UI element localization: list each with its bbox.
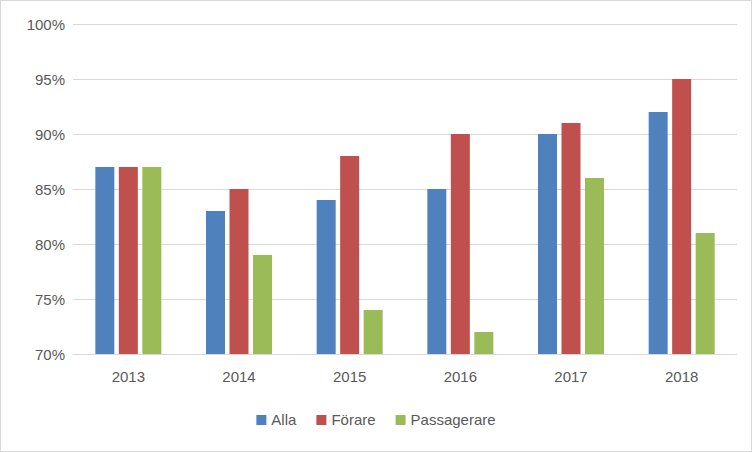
- bar: [696, 233, 715, 354]
- bar: [649, 112, 668, 354]
- grid-line: [73, 299, 737, 300]
- bar: [317, 200, 336, 354]
- bar: [451, 134, 470, 354]
- bars: [95, 79, 714, 354]
- bar: [427, 189, 446, 354]
- bar: [538, 134, 557, 354]
- bar: [364, 310, 383, 354]
- y-tick-label: 100%: [27, 16, 65, 33]
- grid: [73, 25, 737, 355]
- legend-label: Passagerare: [411, 411, 496, 428]
- bar: [230, 189, 249, 354]
- bar: [95, 167, 114, 354]
- bar: [585, 178, 604, 354]
- x-tick-label: 2015: [333, 368, 366, 385]
- y-tick-label: 95%: [35, 71, 65, 88]
- legend-label: Förare: [331, 411, 375, 428]
- legend-swatch: [256, 415, 266, 425]
- bar: [474, 332, 493, 354]
- bar: [672, 79, 691, 354]
- grid-line: [73, 189, 737, 190]
- legend-swatch: [316, 415, 326, 425]
- x-tick-label: 2016: [444, 368, 477, 385]
- y-tick-label: 90%: [35, 126, 65, 143]
- x-tick-label: 2018: [665, 368, 698, 385]
- bar: [562, 123, 581, 354]
- x-tick-label: 2013: [112, 368, 145, 385]
- legend-swatch: [396, 415, 406, 425]
- legend-label: Alla: [271, 411, 297, 428]
- legend: Alla Förare Passagerare: [256, 411, 495, 428]
- y-tick-label: 75%: [35, 291, 65, 308]
- chart: 70% 75% 80% 85% 90% 95% 100% 2013 2014 2015 2016 20…: [0, 0, 752, 452]
- bar: [206, 211, 225, 354]
- grid-line: [73, 354, 737, 355]
- y-tick-label: 80%: [35, 236, 65, 253]
- x-tick-label: 2014: [222, 368, 255, 385]
- bar: [340, 156, 359, 354]
- x-tick-label: 2017: [554, 368, 587, 385]
- grid-line: [73, 24, 737, 25]
- bar: [253, 255, 272, 354]
- bar: [142, 167, 161, 354]
- grid-line: [73, 134, 737, 135]
- y-tick-label: 70%: [35, 346, 65, 363]
- bar: [119, 167, 138, 354]
- grid-line: [73, 79, 737, 80]
- y-tick-label: 85%: [35, 181, 65, 198]
- grid-line: [73, 244, 737, 245]
- chart-border: [1, 1, 752, 452]
